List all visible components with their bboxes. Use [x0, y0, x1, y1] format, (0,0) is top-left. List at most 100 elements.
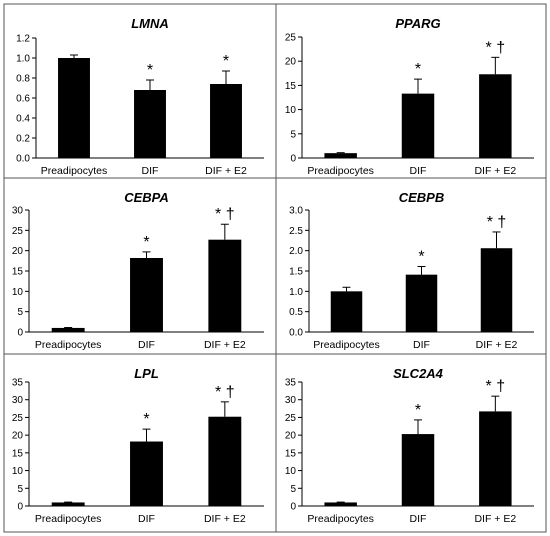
- bar-dif-e2: [479, 74, 512, 158]
- y-tick-label: 0: [17, 502, 23, 513]
- y-tick-label: 0: [17, 328, 23, 339]
- y-tick-label: 0.0: [16, 154, 30, 165]
- panel-cebpa: CEBPA 0 5 10 15 20 25 30 Preadipocytes * DIF * † DIF…: [3, 177, 277, 355]
- chart-title: SLC2A4: [393, 366, 444, 381]
- y-tick-label: 20: [285, 431, 297, 442]
- significance-marker: *: [223, 53, 229, 70]
- y-tick-label: 5: [17, 484, 23, 495]
- bar-preadipocytes: [51, 502, 85, 506]
- chart-title: LMNA: [131, 16, 169, 31]
- x-tick-label: DIF + E2: [476, 339, 518, 351]
- y-tick-label: 5: [17, 307, 23, 318]
- y-tick-label: 0: [290, 154, 296, 165]
- y-tick-label: 20: [12, 246, 24, 257]
- bar-dif-e2: [208, 416, 242, 506]
- significance-marker: *: [415, 402, 421, 419]
- significance-marker: * †: [215, 384, 235, 401]
- bar-dif: [401, 434, 435, 506]
- bar-dif: [130, 441, 163, 506]
- significance-marker: *: [147, 62, 153, 79]
- y-tick-label: 25: [12, 413, 24, 424]
- y-tick-label: 0.0: [289, 328, 303, 339]
- y-tick-label: 2.5: [289, 226, 303, 237]
- bar-preadipocytes: [324, 153, 357, 158]
- panel-slc2a4: SLC2A4 0 5 10 15 20 25 30 35 Preadipocytes * DIF * †…: [275, 353, 547, 533]
- significance-marker: *: [143, 234, 149, 251]
- x-tick-label: DIF + E2: [204, 339, 246, 351]
- x-tick-label: Preadipocytes: [35, 339, 102, 351]
- y-tick-label: 0.8: [16, 74, 30, 85]
- significance-marker: *: [418, 249, 424, 266]
- significance-marker: * †: [487, 214, 507, 231]
- y-tick-label: 15: [12, 448, 24, 459]
- y-tick-label: 0: [290, 502, 296, 513]
- chart-title: CEBPB: [399, 190, 445, 205]
- bar-preadipocytes: [324, 502, 357, 506]
- chart-title: PPARG: [395, 16, 440, 31]
- y-tick-label: 15: [285, 448, 297, 459]
- x-tick-label: DIF: [138, 513, 155, 525]
- x-tick-label: DIF + E2: [474, 165, 516, 177]
- y-tick-label: 30: [12, 395, 24, 406]
- y-tick-label: 25: [12, 226, 24, 237]
- y-tick-label: 1.2: [16, 34, 30, 45]
- y-tick-label: 30: [12, 206, 24, 217]
- y-tick-label: 1.5: [289, 267, 303, 278]
- significance-marker: *: [143, 411, 149, 428]
- x-tick-label: Preadipocytes: [35, 513, 102, 525]
- x-tick-label: DIF: [142, 165, 159, 177]
- chart-title: CEBPA: [124, 190, 169, 205]
- x-tick-label: DIF: [410, 165, 427, 177]
- y-tick-label: 25: [285, 413, 297, 424]
- y-tick-label: 3.0: [289, 206, 303, 217]
- y-tick-label: 1.0: [289, 287, 303, 298]
- x-tick-label: Preadipocytes: [41, 165, 108, 177]
- bar-dif-e2: [210, 84, 242, 158]
- bar-dif: [405, 274, 438, 332]
- panel-frame: [275, 353, 547, 533]
- x-tick-label: DIF + E2: [204, 513, 246, 525]
- x-tick-label: Preadipocytes: [307, 513, 374, 525]
- x-tick-label: DIF: [410, 513, 427, 525]
- x-tick-label: DIF + E2: [205, 165, 247, 177]
- x-tick-label: Preadipocytes: [307, 165, 374, 177]
- y-tick-label: 10: [285, 466, 297, 477]
- y-tick-label: 35: [12, 378, 24, 389]
- bar-preadipocytes: [58, 58, 90, 158]
- y-tick-label: 2.0: [289, 246, 303, 257]
- bar-dif-e2: [479, 411, 512, 506]
- significance-marker: * †: [215, 206, 235, 223]
- x-tick-label: DIF + E2: [474, 513, 516, 525]
- y-tick-label: 1.0: [16, 54, 30, 65]
- bar-dif-e2: [480, 248, 513, 332]
- y-tick-label: 5: [290, 129, 296, 140]
- bar-dif: [130, 257, 163, 332]
- y-tick-label: 10: [12, 287, 24, 298]
- bar-dif: [401, 93, 435, 158]
- significance-marker: * †: [486, 39, 506, 56]
- y-tick-label: 10: [12, 466, 24, 477]
- y-tick-label: 25: [285, 33, 297, 44]
- significance-marker: *: [415, 61, 421, 78]
- x-tick-label: Preadipocytes: [313, 339, 380, 351]
- bar-dif-e2: [208, 239, 242, 332]
- y-tick-label: 0.5: [289, 307, 303, 318]
- y-tick-label: 5: [290, 484, 296, 495]
- panel-cebpb: CEBPB 0.0 0.5 1.0 1.5 2.0 2.5 3.0 Preadipocytes *…: [275, 177, 547, 355]
- y-tick-label: 0.2: [16, 134, 30, 145]
- chart-title: LPL: [134, 366, 159, 381]
- panel-pparg: PPARG 0 5 10 15 20 25 Preadipocytes * DIF * † DIF +…: [275, 3, 547, 179]
- panel-lmna: LMNA 0.0 0.2 0.4 0.6 0.8 1.0 1.2 Preadipocytes * D…: [3, 3, 277, 179]
- x-tick-label: DIF: [138, 339, 155, 351]
- x-tick-label: DIF: [413, 339, 430, 351]
- significance-marker: * †: [486, 378, 506, 395]
- y-tick-label: 0.6: [16, 94, 30, 105]
- y-tick-label: 15: [12, 267, 24, 278]
- y-tick-label: 20: [12, 431, 24, 442]
- y-tick-label: 35: [285, 378, 297, 389]
- y-tick-label: 15: [285, 81, 297, 92]
- panel-lpl: LPL 0 5 10 15 20 25 30 35 Preadipocytes * DIF * † DIF…: [3, 353, 277, 533]
- y-tick-label: 20: [285, 57, 297, 68]
- y-tick-label: 0.4: [16, 114, 30, 125]
